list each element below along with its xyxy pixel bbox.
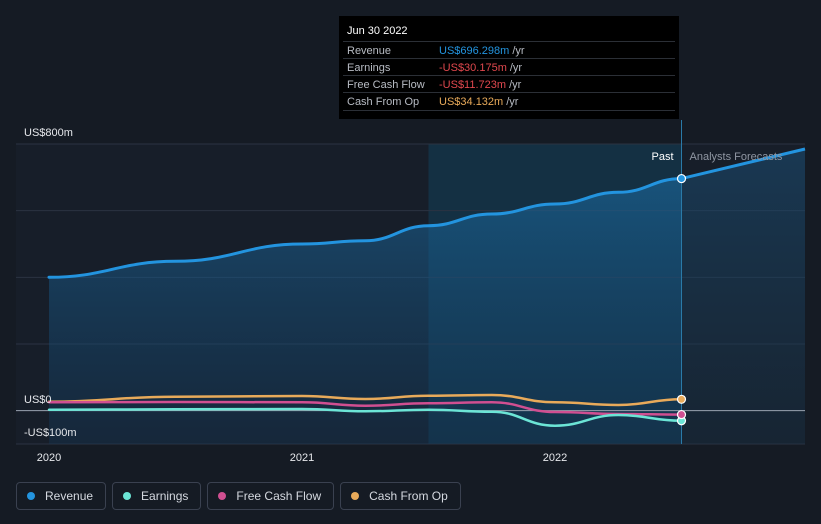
x-tick-label-2020: 2020: [37, 452, 61, 464]
x-tick-label-2021: 2021: [290, 452, 314, 464]
legend: Revenue Earnings Free Cash Flow Cash Fro…: [16, 482, 461, 512]
tooltip-row-revenue: Revenue US$696.298m/yr: [343, 41, 675, 59]
forecast-label: Analysts Forecasts: [690, 151, 783, 163]
legend-item-revenue[interactable]: Revenue: [16, 482, 107, 510]
legend-item-cash-from-op[interactable]: Cash From Op: [340, 482, 461, 510]
tooltip-date: Jun 30 2022: [347, 25, 408, 37]
y-label-bottom: -US$100m: [24, 427, 77, 439]
tooltip-label: Free Cash Flow: [347, 79, 425, 91]
legend-label: Revenue: [45, 489, 94, 503]
legend-item-free-cash-flow[interactable]: Free Cash Flow: [207, 482, 335, 510]
tooltip-row-earnings: Earnings -US$30.175m/yr: [343, 58, 675, 76]
tooltip-label: Earnings: [347, 62, 391, 74]
legend-label: Free Cash Flow: [236, 489, 322, 503]
x-tick-label-2022: 2022: [543, 452, 567, 464]
legend-item-earnings[interactable]: Earnings: [112, 482, 202, 510]
free-cash-flow-dot-icon: [218, 492, 227, 500]
series-lines: [47, 147, 806, 427]
cash-from-op-dot-icon: [351, 492, 360, 500]
revenue-area: [49, 178, 682, 444]
y-label-zero: US$0: [24, 394, 52, 406]
series-line-free-cash-flow: [47, 400, 683, 416]
past-label: Past: [651, 151, 673, 163]
tooltip-label: Revenue: [347, 45, 392, 57]
tooltip-row-cash-from-op: Cash From Op US$34.132m/yr: [343, 92, 675, 111]
tooltip-label: Cash From Op: [347, 96, 420, 108]
tooltip-value: US$696.298m/yr: [439, 45, 525, 57]
tooltip: Jun 30 2022 Revenue US$696.298m/yr Earni…: [339, 16, 679, 119]
tooltip-row-free-cash-flow: Free Cash Flow -US$11.723m/yr: [343, 75, 675, 93]
series-line-revenue-forecast: [681, 147, 806, 181]
earnings-dot-icon: [123, 492, 132, 500]
tooltip-value: US$34.132m/yr: [439, 96, 519, 108]
tooltip-value: -US$11.723m/yr: [439, 79, 522, 91]
chart: US$800m US$0 -US$100m 2020 2021 2022 Pas…: [16, 120, 806, 464]
legend-label: Cash From Op: [369, 489, 448, 503]
series-line-revenue: [47, 177, 683, 279]
forecast-area: [681, 149, 805, 444]
end-marker-cash-from-op[interactable]: [676, 394, 687, 404]
end-markers: [676, 173, 687, 426]
end-marker-free-cash-flow[interactable]: [676, 409, 687, 420]
end-marker-revenue[interactable]: [676, 173, 687, 184]
legend-label: Earnings: [141, 489, 189, 503]
y-label-top: US$800m: [24, 127, 73, 139]
tooltip-value: -US$30.175m/yr: [439, 62, 523, 74]
revenue-dot-icon: [27, 492, 35, 500]
series-line-earnings: [47, 407, 683, 427]
series-line-cash-from-op: [47, 393, 683, 407]
